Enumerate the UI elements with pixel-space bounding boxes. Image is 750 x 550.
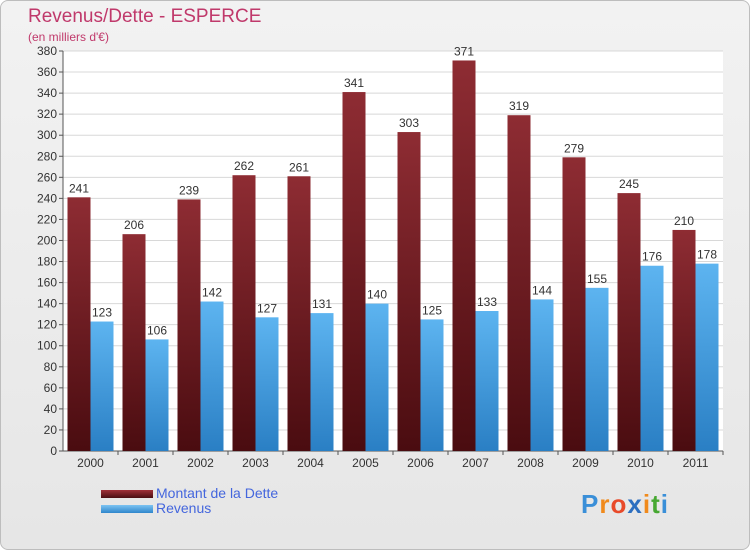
- logo-letter: r: [599, 489, 611, 519]
- bar-dette: [617, 193, 641, 451]
- y-tick-label: 340: [37, 86, 57, 100]
- bar-dette: [507, 115, 531, 452]
- legend-swatch-dette: [101, 490, 153, 498]
- bar-dette: [562, 157, 586, 451]
- legend-swatch-revenus: [101, 505, 153, 513]
- y-tick-label: 380: [37, 44, 57, 58]
- data-label-revenus: 131: [312, 297, 332, 311]
- y-tick-label: 300: [37, 128, 57, 142]
- bar-revenus: [640, 265, 664, 451]
- data-label-dette: 261: [289, 160, 309, 174]
- bar-dette: [122, 234, 146, 451]
- data-label-revenus: 178: [697, 248, 717, 262]
- data-label-revenus: 155: [587, 272, 607, 286]
- data-label-dette: 319: [509, 99, 529, 113]
- logo-letter: t: [651, 489, 661, 519]
- y-tick-label: 220: [37, 212, 57, 226]
- data-label-dette: 239: [179, 183, 199, 197]
- x-tick-label: 2006: [407, 456, 434, 470]
- y-tick-label: 100: [37, 339, 57, 353]
- bar-revenus: [145, 339, 169, 451]
- x-tick-label: 2001: [132, 456, 159, 470]
- data-label-revenus: 106: [147, 323, 167, 337]
- data-label-revenus: 142: [202, 286, 222, 300]
- bar-revenus: [365, 303, 389, 451]
- y-tick-label: 240: [37, 191, 57, 205]
- data-label-dette: 206: [124, 218, 144, 232]
- y-tick-label: 0: [50, 444, 57, 458]
- bar-revenus: [530, 299, 554, 451]
- y-tick-label: 280: [37, 149, 57, 163]
- bar-dette: [177, 199, 201, 451]
- y-tick-label: 200: [37, 233, 57, 247]
- bar-dette: [67, 197, 91, 451]
- x-tick-label: 2000: [77, 456, 104, 470]
- logo-letter: P: [581, 489, 600, 519]
- x-tick-label: 2010: [627, 456, 654, 470]
- x-tick-label: 2003: [242, 456, 269, 470]
- data-label-revenus: 123: [92, 306, 112, 320]
- data-label-revenus: 133: [477, 295, 497, 309]
- x-tick-label: 2008: [517, 456, 544, 470]
- bar-dette: [397, 132, 421, 452]
- y-tick-label: 360: [37, 65, 57, 79]
- bar-dette: [287, 176, 311, 451]
- proxiti-logo: Proxiti: [581, 489, 669, 520]
- bar-dette: [232, 175, 256, 452]
- y-tick-label: 40: [44, 402, 58, 416]
- bar-revenus: [200, 301, 224, 451]
- logo-letter: x: [627, 489, 643, 519]
- x-tick-label: 2009: [572, 456, 599, 470]
- data-label-dette: 245: [619, 177, 639, 191]
- data-label-revenus: 140: [367, 288, 387, 302]
- y-tick-label: 140: [37, 297, 57, 311]
- data-label-dette: 303: [399, 116, 419, 130]
- y-tick-label: 80: [44, 360, 58, 374]
- logo-letter: i: [660, 489, 669, 519]
- bar-dette: [452, 60, 476, 451]
- bar-revenus: [90, 321, 114, 451]
- data-label-dette: 371: [454, 44, 474, 58]
- data-label-revenus: 144: [532, 283, 552, 297]
- x-tick-label: 2002: [187, 456, 214, 470]
- x-tick-label: 2005: [352, 456, 379, 470]
- bar-dette: [342, 92, 366, 451]
- data-label-dette: 241: [69, 181, 89, 195]
- y-tick-label: 320: [37, 107, 57, 121]
- bar-revenus: [475, 311, 499, 451]
- x-tick-label: 2007: [462, 456, 489, 470]
- y-tick-label: 160: [37, 276, 57, 290]
- bar-revenus: [585, 287, 609, 451]
- data-label-dette: 210: [674, 214, 694, 228]
- data-label-dette: 341: [344, 76, 364, 90]
- plot-area: [63, 51, 723, 451]
- logo-letter: i: [642, 489, 652, 519]
- data-label-revenus: 176: [642, 250, 662, 264]
- bar-revenus: [420, 319, 444, 451]
- bar-revenus: [255, 317, 279, 451]
- y-tick-label: 260: [37, 170, 57, 184]
- y-tick-label: 180: [37, 255, 57, 269]
- bar-revenus: [695, 263, 719, 451]
- logo-letter: o: [610, 489, 628, 519]
- legend-label-revenus: Revenus: [156, 500, 212, 516]
- data-label-dette: 262: [234, 159, 254, 173]
- y-tick-label: 20: [44, 423, 58, 437]
- legend-label-dette: Montant de la Dette: [156, 485, 279, 501]
- x-tick-label: 2011: [683, 456, 709, 470]
- x-tick-label: 2004: [297, 456, 324, 470]
- bar-dette: [672, 229, 696, 451]
- chart-title: Revenus/Dette - ESPERCE: [28, 6, 262, 27]
- y-tick-label: 60: [44, 381, 58, 395]
- y-tick-label: 120: [37, 318, 57, 332]
- data-label-revenus: 127: [257, 301, 277, 315]
- data-label-dette: 279: [564, 141, 584, 155]
- bar-revenus: [310, 313, 334, 451]
- chart-subtitle: (en milliers d'€): [28, 30, 109, 44]
- data-label-revenus: 125: [422, 303, 442, 317]
